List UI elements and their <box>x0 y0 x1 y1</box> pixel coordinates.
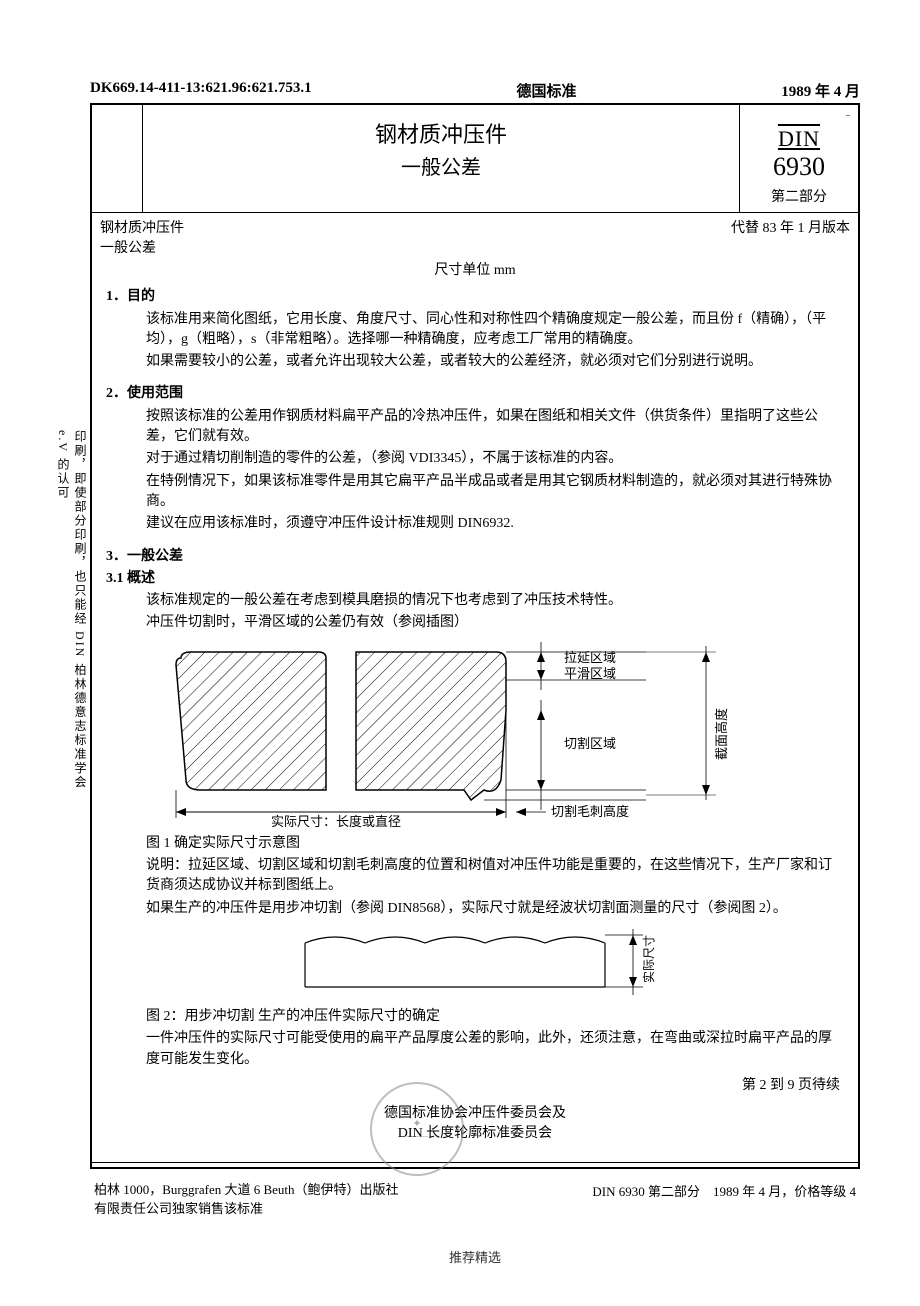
din-box: ¨ DIN 6930 第二部分 <box>739 105 858 212</box>
fig1-actual-label: 实际尺寸：长度或直径 <box>271 814 401 829</box>
s2-p4: 建议在应用该标准时，须遵守冲压件设计标准规则 DIN6932. <box>106 514 844 534</box>
fig1-cut-zone: 切割区域 <box>564 736 616 751</box>
figure-2: 实际尺寸 <box>265 925 685 1003</box>
doc-title-2: 一般公差 <box>143 151 739 180</box>
issue-date: 1989 年 4 月 <box>781 80 860 101</box>
section-2-heading: 2．使用范围 <box>106 384 844 404</box>
s3-p2: 冲压件切割时，平滑区域的公差仍有效（参阅插图） <box>106 613 844 633</box>
publisher-line-1: 柏林 1000，Burggrafen 大道 6 Beuth（鲍伊特）出版社 <box>94 1179 399 1198</box>
fig2-actual-label: 实际尺寸 <box>641 935 656 983</box>
fig1-section-height: 截面高度 <box>714 708 729 760</box>
title-block: 钢材质冲压件 一般公差 ¨ DIN 6930 第二部分 <box>92 105 858 213</box>
section-1-heading: 1．目的 <box>106 287 844 307</box>
post-fig1-p2: 如果生产的冲压件是用步冲切割（参阅 DIN8568），实际尺寸就是经波状切割面测… <box>106 899 844 919</box>
page-footer-note: 推荐精选 <box>90 1247 860 1266</box>
post-fig2-p1: 一件冲压件的实际尺寸可能受使用的扁平产品厚度公差的影响，此外，还须注意，在弯曲或… <box>106 1029 844 1070</box>
unit-note: 尺寸单位 mm <box>106 261 844 281</box>
s2-p1: 按照该标准的公差用作钢质材料扁平产品的冷热冲压件，如果在图纸和相关文件（供货条件… <box>106 407 844 448</box>
s1-p1: 该标准用来简化图纸，它用长度、角度尺寸、同心性和对称性四个精确度规定一般公差，而… <box>106 310 844 351</box>
issuing-org-2: DIN 长度轮廓标准委员会 <box>106 1122 844 1142</box>
figure-2-caption: 图 2：用步冲切割 生产的冲压件实际尺寸的确定 <box>106 1007 844 1027</box>
issuing-org-1: 德国标准协会冲压件委员会及 <box>106 1102 844 1122</box>
document-frame: 钢材质冲压件 一般公差 ¨ DIN 6930 第二部分 钢材质冲压件 代替 83… <box>90 105 860 1169</box>
din-part: 第二部分 <box>744 186 854 206</box>
continued-note: 第 2 到 9 页待续 <box>106 1076 844 1096</box>
country-standard: 德国标准 <box>516 80 576 101</box>
fig1-burr: 切割毛刺高度 <box>551 804 629 819</box>
price-class: DIN 6930 第二部分 1989 年 4 月，价格等级 4 <box>592 1179 856 1200</box>
din-label: DIN <box>778 126 820 152</box>
doc-title-1: 钢材质冲压件 <box>143 117 739 149</box>
section-3-1-heading: 3.1 概述 <box>106 569 844 589</box>
fig1-smooth-zone: 平滑区域 <box>564 666 616 681</box>
figure-1-caption: 图 1 确定实际尺寸示意图 <box>106 834 844 854</box>
meta-subject: 钢材质冲压件 <box>100 217 184 237</box>
post-fig1-p1: 说明：拉延区域、切割区域和切割毛刺高度的位置和树值对冲压件功能是重要的，在这些情… <box>106 856 844 897</box>
side-copyright-note: 印刷，即使部分印刷，也只能经 DIN 柏林德意志标准学会 e.V 的认可 <box>55 430 89 810</box>
fig1-draw-zone: 拉延区域 <box>564 650 616 665</box>
figure-1: 实际尺寸：长度或直径 拉延区域 平滑区域 切割区域 <box>146 640 844 830</box>
meta-subject-2: 一般公差 <box>100 237 156 257</box>
publisher-line-2: 有限责任公司独家销售该标准 <box>94 1198 399 1217</box>
s2-p3: 在特例情况下，如果该标准零件是用其它扁平产品半成品或者是用其它钢质材料制造的，就… <box>106 472 844 513</box>
s2-p2: 对于通过精切削制造的零件的公差，（参阅 VDI3345），不属于该标准的内容。 <box>106 449 844 469</box>
top-row: DK669.14-411-13:621.96:621.753.1 德国标准 19… <box>90 80 860 105</box>
section-3-heading: 3．一般公差 <box>106 547 844 567</box>
din-number: 6930 <box>744 152 854 182</box>
s1-p2: 如果需要较小的公差，或者允许出现较大公差，或者较大的公差经济，就必须对它们分别进… <box>106 352 844 372</box>
dk-code: DK669.14-411-13:621.96:621.753.1 <box>90 80 312 101</box>
s3-p1: 该标准规定的一般公差在考虑到模具磨损的情况下也考虑到了冲压技术特性。 <box>106 591 844 611</box>
supersedes: 代替 83 年 1 月版本 <box>731 217 850 237</box>
publisher-footer: 柏林 1000，Burggrafen 大道 6 Beuth（鲍伊特）出版社 有限… <box>90 1179 860 1217</box>
